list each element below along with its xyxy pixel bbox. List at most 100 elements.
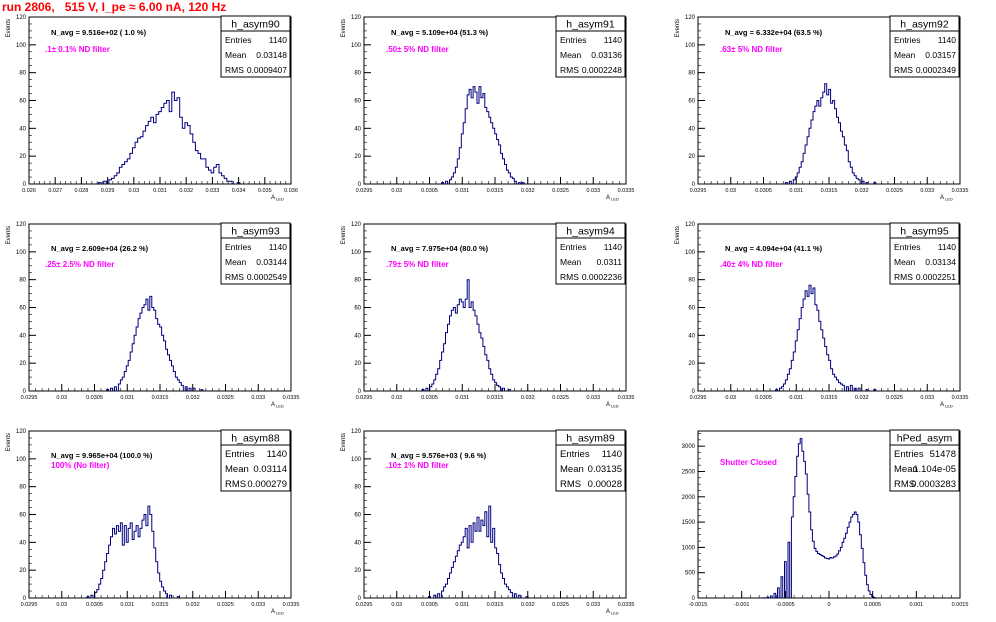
stats-title: h_asym95 (900, 226, 949, 238)
y-tick-label: 60 (19, 99, 26, 105)
y-tick-label: 0 (23, 596, 27, 602)
x-tick-label: 0.033 (251, 602, 265, 608)
y-tick-label: 40 (19, 333, 26, 339)
y-tick-label: 20 (19, 361, 26, 367)
stats-key: RMS (225, 479, 246, 490)
y-tick-label: 120 (351, 15, 362, 21)
panel-h_asym95: 0 20 40 60 80 100 120 0.0295 0.03 0.0305 0.031 0.03… (675, 222, 968, 409)
y-tick-label: 120 (351, 222, 362, 228)
y-tick-label: 20 (354, 154, 361, 160)
x-tick-label: 0.0295 (21, 602, 38, 608)
x-axis-label: ALED (606, 402, 619, 409)
stats-box (889, 222, 960, 285)
stats-title: h_asym91 (566, 19, 615, 31)
y-tick-label: 1000 (682, 545, 696, 551)
x-tick-label: 0.0335 (618, 395, 635, 401)
y-tick-label: 100 (351, 43, 362, 49)
stats-key: Mean (560, 257, 582, 267)
x-tick-label: 0.031 (455, 395, 469, 401)
x-tick-label: 0.0295 (356, 395, 373, 401)
x-tick-label: -0.0005 (776, 602, 795, 608)
stats-key: Entries (894, 35, 920, 45)
x-tick-label: 0.0325 (217, 395, 234, 401)
x-tick-label: 0.03 (725, 188, 736, 194)
x-tick-label: 0.032 (521, 395, 535, 401)
stats-key: Entries (225, 242, 251, 252)
stats-value: 0.03144 (256, 257, 287, 267)
y-tick-label: 100 (685, 250, 696, 256)
navg-annotation: N_avg = 7.975e+04 (80.0 %) (391, 244, 489, 253)
x-tick-label: 0.0335 (283, 395, 300, 401)
x-tick-label: 0.0325 (217, 602, 234, 608)
y-tick-label: 100 (685, 43, 696, 49)
panel-h_asym92: 0 20 40 60 80 100 120 0.0295 0.03 0.0305 0.031 0.03… (675, 15, 968, 202)
x-tick-label: 0.0325 (552, 188, 569, 194)
x-tick-label: 0.032 (186, 395, 200, 401)
navg-annotation: N_avg = 6.332e+04 (63.5 %) (725, 28, 823, 37)
y-tick-label: 0 (23, 389, 27, 395)
x-tick-label: 0.03 (128, 188, 139, 194)
filter-annotation: .50± 5% ND filter (386, 45, 449, 54)
stats-title: h_asym88 (231, 433, 280, 445)
stats-box (555, 222, 626, 285)
x-tick-label: 0.032 (521, 602, 535, 608)
histogram-series (106, 295, 204, 391)
stats-key: Mean (560, 50, 582, 60)
y-tick-label: 20 (354, 361, 361, 367)
histogram-series (763, 438, 876, 599)
x-tick-label: 0.031 (789, 395, 803, 401)
x-tick-label: 0.033 (586, 395, 600, 401)
stats-box (220, 429, 291, 492)
y-tick-label: 120 (16, 222, 27, 228)
x-tick-label: 0.0295 (356, 188, 373, 194)
y-tick-label: 100 (351, 250, 362, 256)
stats-value: 0.03134 (925, 257, 956, 267)
y-tick-label: 60 (19, 513, 26, 519)
stats-key: Mean (225, 464, 249, 475)
y-tick-label: 2500 (682, 469, 696, 475)
y-tick-label: 2000 (682, 495, 696, 501)
panel-h_asym88: 0 20 40 60 80 100 120 0.0295 0.03 0.0305 0.031 0.03… (6, 429, 299, 616)
y-tick-label: 0 (692, 596, 696, 602)
x-tick-label: 0.035 (258, 188, 272, 194)
stats-value: 0.03157 (925, 50, 956, 60)
y-tick-label: 100 (351, 457, 362, 463)
y-tick-label: 0 (692, 389, 696, 395)
y-tick-label: 60 (19, 306, 26, 312)
x-tick-label: 0.029 (101, 188, 115, 194)
stats-key: RMS (225, 65, 244, 75)
stats-value: 0.03114 (253, 464, 287, 475)
x-tick-label: 0.03 (391, 395, 402, 401)
x-tick-label: 0.032 (521, 188, 535, 194)
stats-value: 1140 (604, 242, 623, 252)
x-tick-label: 0.0305 (86, 395, 103, 401)
histogram-series (428, 505, 529, 598)
navg-annotation: N_avg = 5.109e+04 (51.3 %) (391, 28, 489, 37)
x-tick-label: 0.032 (179, 188, 193, 194)
y-axis-label: Events (675, 19, 681, 37)
stats-value: 0.0002251 (916, 272, 956, 282)
x-tick-label: 0.032 (186, 602, 200, 608)
stats-key: Entries (560, 35, 586, 45)
y-tick-label: 20 (688, 154, 695, 160)
stats-key: RMS (894, 479, 915, 490)
x-tick-label: 0.0305 (755, 188, 772, 194)
y-axis-label: Events (6, 19, 12, 37)
x-tick-label: 0.0005 (864, 602, 881, 608)
stats-title: h_asym94 (566, 226, 615, 238)
navg-annotation: N_avg = 9.576e+03 ( 9.6 %) (391, 451, 487, 460)
x-tick-label: 0.03 (391, 602, 402, 608)
x-tick-label: 0.0295 (356, 602, 373, 608)
stats-value: 0.000279 (247, 479, 287, 490)
y-tick-label: 60 (354, 99, 361, 105)
stats-value: 0.0002549 (247, 272, 287, 282)
stats-value: 1140 (938, 242, 957, 252)
x-tick-label: -0.001 (734, 602, 750, 608)
x-tick-label: 0.032 (855, 395, 869, 401)
y-tick-label: 120 (351, 429, 362, 435)
x-tick-label: 0.031 (153, 188, 167, 194)
y-tick-label: 40 (354, 126, 361, 132)
navg-annotation: N_avg = 4.094e+04 (41.1 %) (725, 244, 823, 253)
y-tick-label: 120 (16, 15, 27, 21)
